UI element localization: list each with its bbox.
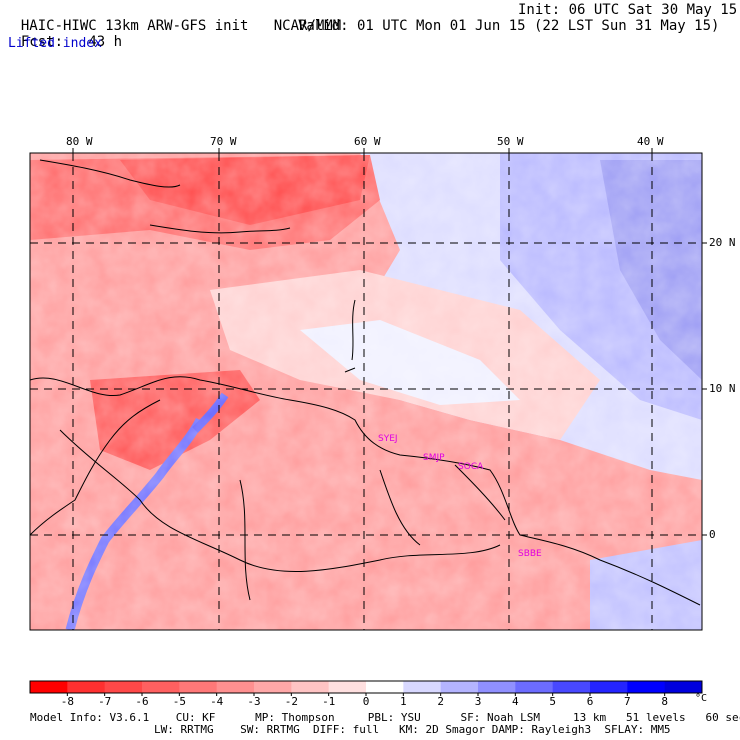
colorbar-tick-label: -3 [247, 695, 261, 708]
lon-label-80w: 80 W [66, 135, 93, 148]
colorbar-tick-label: -5 [172, 695, 186, 708]
colorbar [29, 680, 703, 696]
colorbar-swatch [627, 681, 666, 693]
colorbar-tick-label: -6 [135, 695, 149, 708]
lat-label-10n: 10 N [709, 382, 736, 395]
frame-ticks [72, 148, 707, 536]
station-sbbe: SBBE [518, 549, 542, 559]
model-title: HAIC-HIWC 13km ARW-GFS init NCAR/MMM [4, 2, 341, 34]
colorbar-tick-label: -7 [98, 695, 112, 708]
colorbar-tick-label: -4 [210, 695, 224, 708]
colorbar-swatch [179, 681, 218, 693]
colorbar-swatch [403, 681, 442, 693]
colorbar-swatch [515, 681, 554, 693]
station-syej: SYEJ [378, 434, 398, 444]
colorbar-tick-label: 7 [624, 695, 631, 708]
map-field: SYEJ SMJP SOCA SBBE [30, 153, 702, 630]
colorbar-tick-label: 2 [437, 695, 444, 708]
station-soca: SOCA [458, 462, 484, 472]
graticule [30, 153, 702, 630]
coastline-south-america [30, 376, 701, 606]
lat-label-0: 0 [709, 528, 716, 541]
colorbar-swatch [254, 681, 292, 693]
coastlines [30, 159, 701, 606]
lon-label-70w: 70 W [210, 135, 237, 148]
colorbar-tick-label: 5 [549, 695, 556, 708]
colorbar-swatch [366, 681, 404, 693]
colorbar-swatch [216, 681, 255, 693]
colorbar-tick-label: -1 [322, 695, 336, 708]
colorbar-swatch [590, 681, 628, 693]
lat-label-20n: 20 N [709, 236, 736, 249]
colorbar-tick-label: -8 [60, 695, 74, 708]
org-text: NCAR/MMM [273, 18, 342, 34]
lon-label-40w: 40 W [637, 135, 664, 148]
colorbar-swatch [30, 681, 68, 693]
fcst-value: 43 h [88, 34, 123, 50]
map-frame [29, 152, 703, 631]
colorbar-swatch [664, 681, 703, 693]
borders-interior [59, 429, 501, 572]
colorbar-tick-label: 0 [362, 695, 370, 708]
colorbar-swatch [291, 681, 330, 693]
colorbar-swatch [67, 681, 106, 693]
forecast-hour: Fcst: 43 h [4, 18, 122, 50]
station-labels: SYEJ SMJP SOCA SBBE [378, 434, 542, 559]
colorbar-swatch [328, 681, 367, 693]
colorbar-unit: °C [695, 693, 708, 704]
valid-time-label: Valid: 01 UTC Mon 01 Jun 15 (22 LST Sun … [298, 18, 720, 34]
colorbar-swatch [104, 681, 143, 693]
colorbar-tick-label: 3 [474, 695, 482, 708]
colorbar-swatch [440, 681, 479, 693]
colorbar-tick-label: 1 [400, 695, 407, 708]
model-info-line1: Model Info: V3.6.1 CU: KF MP: Thompson P… [30, 711, 740, 724]
coastline-cuba [39, 159, 181, 188]
model-info-line2: LW: RRTMG SW: RRTMG DIFF: full KM: 2D Sm… [154, 723, 671, 736]
lon-label-50w: 50 W [497, 135, 524, 148]
coastline-pacific [30, 399, 161, 536]
station-smjp: SMJP [423, 453, 445, 463]
colorbar-swatch [142, 681, 180, 693]
model-title-text: HAIC-HIWC 13km ARW-GFS init [20, 18, 249, 34]
colorbar-tick-label: -2 [284, 695, 298, 708]
fcst-label: Fcst: [20, 34, 64, 50]
field-texture [30, 153, 702, 630]
colorbar-tick-label: 8 [661, 695, 668, 708]
colorbar-swatch [552, 681, 591, 693]
field-name: Lifted index [8, 36, 102, 51]
borders-countries [239, 464, 506, 601]
colorbar-tick-label: 4 [512, 695, 519, 708]
coastline-hispaniola-jamaica [149, 224, 291, 234]
init-label: Init: 06 UTC Sat 30 May 15 [518, 2, 738, 18]
coastline-lesser-antilles [344, 299, 356, 373]
colorbar-swatch [478, 681, 516, 693]
colorbar-tick-label: 6 [586, 695, 594, 708]
lon-label-60w: 60 W [354, 135, 381, 148]
